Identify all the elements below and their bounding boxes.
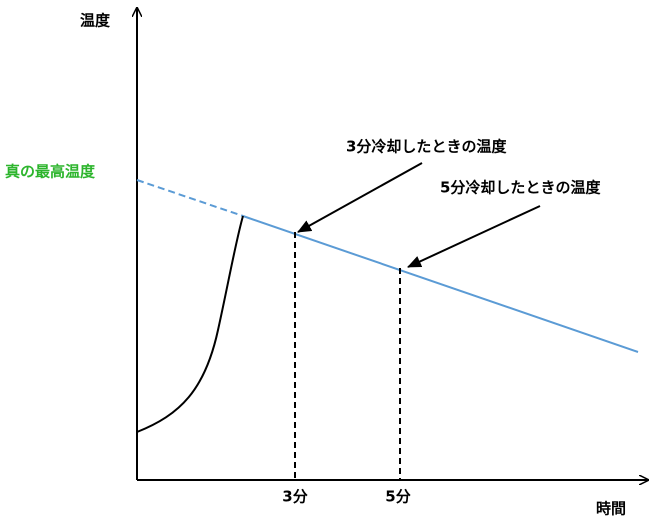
heating-curve [136,215,244,433]
cool-3-label: 3分冷却したときの温度 [346,138,507,156]
extrapolated-line [136,179,244,217]
arrow-5min [407,205,541,268]
cool-5-label: 5分冷却したときの温度 [440,179,601,197]
x-mark-label: 3分 [282,488,307,506]
true-max-label: 真の最高温度 [5,163,96,181]
cooling-line [242,215,639,353]
x-mark-label: 5分 [385,488,410,506]
x-axis-label: 時間 [596,500,626,518]
arrow-3min [297,162,423,233]
y-axis-label: 温度 [80,12,111,30]
